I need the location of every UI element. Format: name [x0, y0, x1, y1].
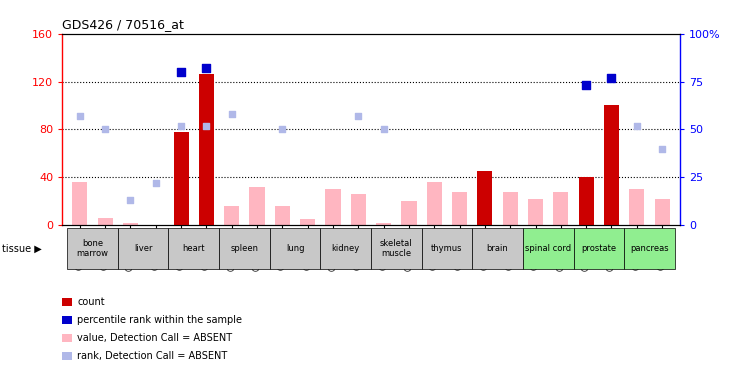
Text: count: count [77, 297, 105, 307]
Bar [300, 219, 315, 225]
Bar [654, 199, 670, 225]
Point [200, 123, 212, 129]
Point [200, 65, 212, 71]
Text: spleen: spleen [230, 244, 258, 253]
Text: kidney: kidney [332, 244, 360, 253]
Text: tissue ▶: tissue ▶ [2, 243, 42, 254]
Point [580, 82, 592, 88]
Point [150, 180, 162, 186]
FancyBboxPatch shape [472, 228, 523, 269]
Bar [249, 187, 265, 225]
Bar [72, 182, 88, 225]
Bar [199, 74, 214, 225]
Text: brain: brain [487, 244, 509, 253]
FancyBboxPatch shape [219, 228, 270, 269]
Bar [224, 206, 239, 225]
Bar [275, 206, 290, 225]
Text: value, Detection Call = ABSENT: value, Detection Call = ABSENT [77, 333, 232, 343]
FancyBboxPatch shape [624, 228, 675, 269]
Bar [401, 201, 417, 225]
Bar [578, 177, 594, 225]
Text: pancreas: pancreas [630, 244, 669, 253]
Point [226, 111, 238, 117]
Bar [629, 189, 645, 225]
FancyBboxPatch shape [574, 228, 624, 269]
Bar [503, 192, 518, 225]
Text: prostate: prostate [581, 244, 616, 253]
Bar [427, 182, 442, 225]
Text: percentile rank within the sample: percentile rank within the sample [77, 315, 243, 325]
Point [378, 126, 390, 132]
Point [656, 146, 668, 152]
FancyBboxPatch shape [320, 228, 371, 269]
Bar [97, 218, 113, 225]
Bar [553, 192, 569, 225]
FancyBboxPatch shape [67, 228, 118, 269]
FancyBboxPatch shape [270, 228, 320, 269]
Text: skeletal
muscle: skeletal muscle [380, 239, 412, 258]
Text: spinal cord: spinal cord [525, 244, 571, 253]
Bar [477, 187, 493, 225]
FancyBboxPatch shape [371, 228, 422, 269]
Bar [123, 223, 138, 225]
Point [175, 69, 187, 75]
Point [175, 123, 187, 129]
Point [605, 75, 617, 81]
Point [74, 113, 86, 119]
Text: bone
marrow: bone marrow [77, 239, 108, 258]
Point [631, 123, 643, 129]
Text: heart: heart [183, 244, 205, 253]
Bar [452, 192, 467, 225]
Bar [528, 199, 543, 225]
Text: liver: liver [134, 244, 152, 253]
FancyBboxPatch shape [168, 228, 219, 269]
Bar [351, 194, 366, 225]
FancyBboxPatch shape [118, 228, 168, 269]
FancyBboxPatch shape [422, 228, 472, 269]
Point [352, 113, 364, 119]
Point [125, 197, 137, 203]
Text: GDS426 / 70516_at: GDS426 / 70516_at [62, 18, 184, 31]
Bar [604, 105, 619, 225]
Text: rank, Detection Call = ABSENT: rank, Detection Call = ABSENT [77, 351, 228, 361]
Point [99, 126, 111, 132]
Bar [173, 132, 189, 225]
Bar [477, 171, 493, 225]
Bar [325, 189, 341, 225]
Text: lung: lung [286, 244, 304, 253]
Text: thymus: thymus [431, 244, 463, 253]
Point [276, 126, 288, 132]
FancyBboxPatch shape [523, 228, 574, 269]
Bar [376, 223, 391, 225]
